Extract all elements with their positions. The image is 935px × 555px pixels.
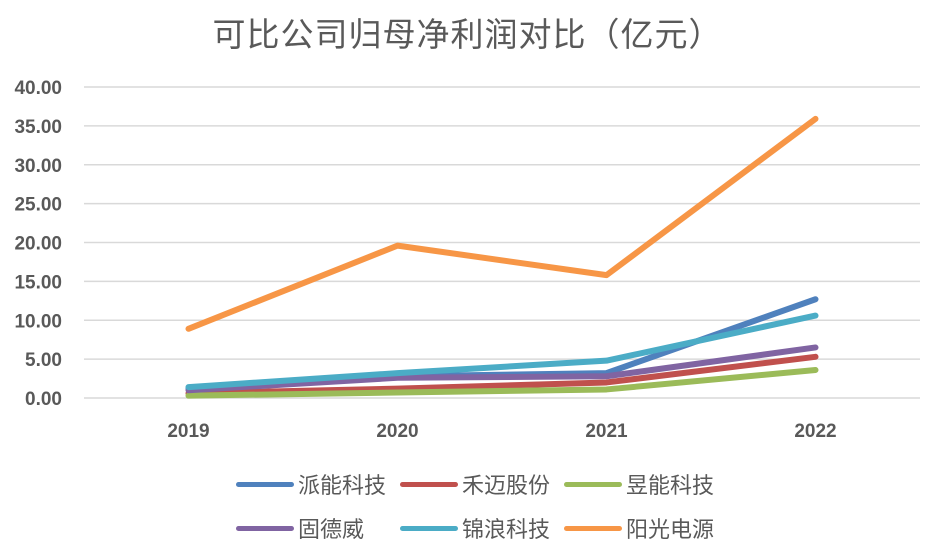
legend-item: 锦浪科技 [400, 512, 564, 544]
legend-row: 派能科技 禾迈股份 昱能科技 [236, 462, 756, 506]
legend-swatch [564, 525, 622, 531]
legend-swatch [236, 525, 294, 531]
x-tick-label: 2020 [376, 421, 418, 442]
y-tick-label: 30.00 [14, 156, 62, 177]
y-axis-ticks: 0.00 5.00 10.00 15.00 20.00 25.00 30.00 35.00 40… [14, 78, 62, 410]
series-line [185, 312, 819, 391]
chart-title: 可比公司归母净利润对比（亿元） [212, 15, 723, 54]
series-line [185, 367, 819, 399]
legend: 派能科技 禾迈股份 昱能科技 固德威 锦浪科技 阳光电源 [236, 462, 756, 550]
legend-label: 昱能科技 [626, 474, 715, 499]
legend-item: 昱能科技 [564, 468, 728, 500]
series-line [185, 115, 819, 332]
legend-swatch [236, 481, 294, 487]
series-line [185, 344, 819, 394]
legend-label: 阳光电源 [626, 518, 715, 543]
legend-label: 禾迈股份 [462, 474, 551, 499]
series-line [185, 353, 819, 397]
y-tick-label: 10.00 [14, 311, 62, 332]
legend-label: 派能科技 [298, 474, 387, 499]
y-tick-label: 20.00 [14, 234, 62, 255]
y-tick-label: 0.00 [25, 389, 62, 410]
x-tick-label: 2022 [794, 421, 836, 442]
x-axis-ticks: 2019 2020 2021 2022 [167, 421, 836, 442]
legend-swatch [400, 525, 458, 531]
line-chart: 0.00 5.00 10.00 15.00 20.00 25.00 30.00 35.00 40… [14, 78, 920, 442]
legend-item: 派能科技 [236, 468, 400, 500]
series-lines [185, 115, 819, 399]
legend-swatch [564, 481, 622, 487]
legend-label: 锦浪科技 [462, 518, 551, 543]
y-tick-label: 40.00 [14, 78, 62, 99]
legend-item: 固德威 [236, 512, 400, 544]
x-tick-label: 2019 [167, 421, 209, 442]
y-tick-label: 15.00 [14, 272, 62, 293]
y-tick-label: 5.00 [25, 350, 62, 371]
x-tick-label: 2021 [585, 421, 628, 442]
legend-row: 固德威 锦浪科技 阳光电源 [236, 506, 756, 550]
legend-item: 阳光电源 [564, 512, 728, 544]
y-tick-label: 35.00 [14, 117, 62, 138]
y-tick-label: 25.00 [14, 195, 62, 216]
legend-item: 禾迈股份 [400, 468, 564, 500]
legend-swatch [400, 481, 458, 487]
legend-label: 固德威 [298, 518, 365, 543]
